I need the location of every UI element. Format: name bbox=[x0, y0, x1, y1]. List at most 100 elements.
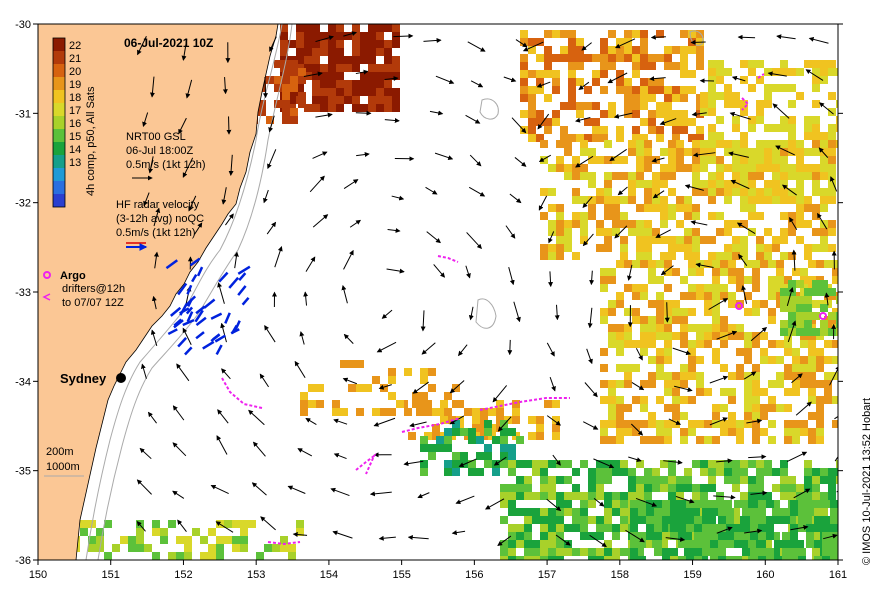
hf-radar-arrow bbox=[186, 311, 194, 323]
sst-cell bbox=[368, 48, 376, 56]
sst-cell bbox=[764, 84, 772, 92]
sst-cell bbox=[344, 32, 352, 40]
sst-cell bbox=[766, 516, 774, 524]
current-arrow bbox=[582, 196, 593, 209]
sst-cell bbox=[812, 228, 820, 236]
current-arrow bbox=[451, 530, 466, 536]
current-arrow bbox=[343, 179, 359, 190]
hf-radar-arrow bbox=[182, 318, 195, 327]
sst-cell bbox=[796, 140, 804, 148]
contour-island-2 bbox=[475, 298, 497, 329]
sst-cell bbox=[616, 348, 624, 356]
sst-cell bbox=[648, 260, 656, 268]
sst-cell bbox=[664, 94, 672, 102]
current-arrow bbox=[139, 447, 152, 460]
current-arrow bbox=[507, 339, 513, 356]
current-arrow bbox=[674, 385, 693, 393]
sst-cell bbox=[628, 180, 636, 188]
current-arrow bbox=[617, 186, 628, 196]
sst-cell bbox=[548, 460, 556, 468]
sst-cell bbox=[660, 460, 668, 468]
sst-cell bbox=[700, 148, 708, 156]
sst-cell bbox=[408, 432, 416, 440]
sst-cell bbox=[724, 164, 732, 172]
current-arrow bbox=[492, 385, 508, 403]
sst-cell bbox=[638, 500, 646, 508]
sst-cell bbox=[612, 492, 620, 500]
sst-cell bbox=[96, 536, 104, 544]
sst-cell bbox=[432, 424, 440, 432]
sst-cell bbox=[676, 220, 684, 228]
sst-cell bbox=[568, 94, 576, 102]
sst-cell bbox=[540, 516, 548, 524]
sst-cell bbox=[632, 46, 640, 54]
sst-cell bbox=[596, 492, 604, 500]
sst-cell bbox=[672, 412, 680, 420]
sst-cell bbox=[452, 468, 460, 476]
sst-cell bbox=[728, 428, 736, 436]
sst-cell bbox=[632, 110, 640, 118]
sst-cell bbox=[632, 284, 640, 292]
sst-cell bbox=[376, 104, 384, 112]
sst-cell bbox=[536, 432, 544, 440]
sst-cell bbox=[628, 484, 636, 492]
y-tick-label: -30 bbox=[15, 19, 31, 31]
sst-cell bbox=[592, 126, 600, 134]
hf-radar-arrow bbox=[191, 274, 198, 283]
sst-cell bbox=[796, 312, 804, 320]
sst-cell bbox=[372, 408, 380, 416]
sst-cell bbox=[720, 388, 728, 396]
sst-cell bbox=[648, 316, 656, 324]
sst-cell bbox=[608, 412, 616, 420]
current-arrow bbox=[663, 459, 683, 465]
sst-cell bbox=[820, 280, 828, 288]
sst-cell bbox=[688, 324, 696, 332]
sst-cell bbox=[608, 62, 616, 70]
sst-cell bbox=[716, 228, 724, 236]
sst-cell bbox=[628, 468, 636, 476]
sst-cell bbox=[784, 404, 792, 412]
current-arrow bbox=[819, 102, 834, 115]
sst-cell bbox=[820, 188, 828, 196]
sst-cell bbox=[720, 292, 728, 300]
current-arrow bbox=[260, 516, 276, 531]
current-arrow bbox=[153, 251, 159, 269]
sst-cell bbox=[710, 540, 718, 548]
hf-radar-arrow bbox=[238, 272, 247, 281]
argo-symbol bbox=[43, 271, 51, 279]
sst-cell bbox=[718, 524, 726, 532]
current-arrow bbox=[330, 487, 350, 497]
sst-cell bbox=[732, 92, 740, 100]
sst-cell bbox=[320, 48, 328, 56]
sst-cell bbox=[808, 356, 816, 364]
colorbar-tick-label: 18 bbox=[69, 92, 81, 104]
colorbar-tick-label: 16 bbox=[69, 118, 81, 130]
sst-cell bbox=[500, 492, 508, 500]
sst-cell bbox=[672, 46, 680, 54]
sst-cell bbox=[664, 284, 672, 292]
sst-cell bbox=[720, 260, 728, 268]
sst-cell bbox=[560, 30, 568, 38]
sst-cell bbox=[648, 356, 656, 364]
sst-cell bbox=[710, 524, 718, 532]
sst-cell bbox=[736, 420, 744, 428]
sst-cell bbox=[788, 140, 796, 148]
sst-cell bbox=[592, 134, 600, 142]
sst-cell bbox=[320, 32, 328, 40]
contour-island-1 bbox=[479, 98, 499, 120]
sst-cell bbox=[692, 252, 700, 260]
sst-cell bbox=[788, 164, 796, 172]
sst-cell bbox=[620, 524, 628, 532]
sst-cell bbox=[580, 212, 588, 220]
sst-cell bbox=[736, 268, 744, 276]
current-arrow bbox=[384, 117, 400, 123]
sst-cell bbox=[748, 148, 756, 156]
sst-cell bbox=[812, 532, 820, 540]
sst-cell bbox=[660, 172, 668, 180]
colorbar-segment bbox=[53, 38, 65, 51]
sst-cell bbox=[772, 484, 780, 492]
current-arrow bbox=[315, 112, 333, 118]
sst-cell bbox=[604, 212, 612, 220]
sst-cell bbox=[536, 134, 544, 142]
sst-cell bbox=[368, 72, 376, 80]
